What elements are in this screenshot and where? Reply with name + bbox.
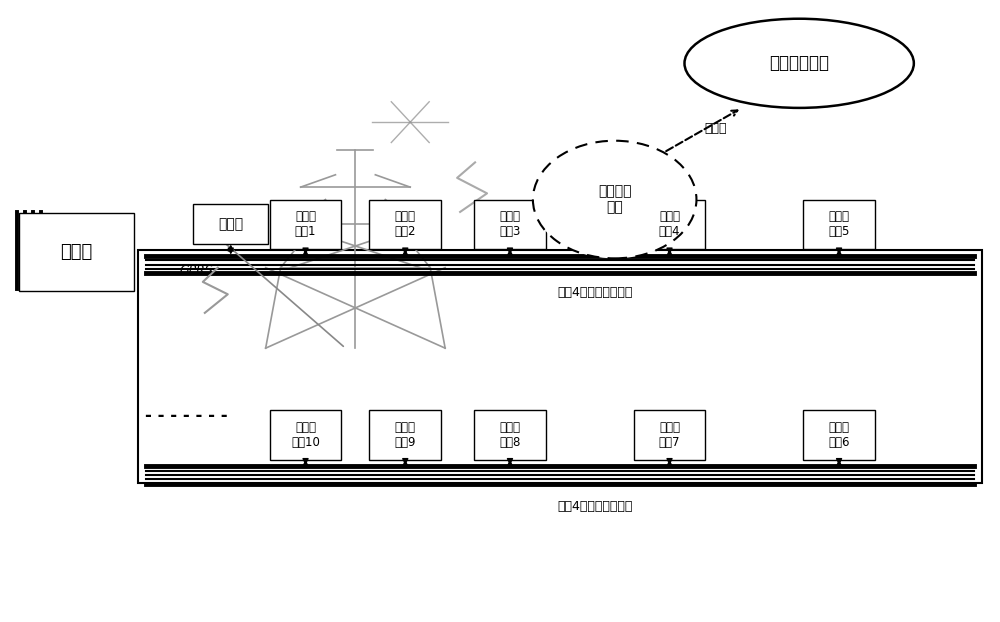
Text: 三相4线低压供电线路: 三相4线低压供电线路 xyxy=(557,500,632,513)
Bar xyxy=(474,410,546,460)
Text: 路灯控
制器5: 路灯控 制器5 xyxy=(828,210,850,238)
Bar xyxy=(270,200,341,249)
Text: 集中器: 集中器 xyxy=(218,217,243,231)
Text: 路灯控
制器1: 路灯控 制器1 xyxy=(295,210,316,238)
Text: 配电箱: 配电箱 xyxy=(60,243,92,261)
Text: 路灯控
制器7: 路灯控 制器7 xyxy=(659,421,680,449)
Bar xyxy=(193,204,268,244)
Ellipse shape xyxy=(684,19,914,108)
Text: 路灯控
制器10: 路灯控 制器10 xyxy=(291,421,320,449)
Text: - - - - - - -: - - - - - - - xyxy=(145,407,227,425)
Text: 远方控制中心: 远方控制中心 xyxy=(769,54,829,72)
Text: 运营商服
务器: 运营商服 务器 xyxy=(598,185,631,215)
Bar xyxy=(634,200,705,249)
Text: 以太网: 以太网 xyxy=(704,122,727,135)
Bar xyxy=(19,213,134,291)
Bar xyxy=(270,410,341,460)
Text: 路灯控
制器3: 路灯控 制器3 xyxy=(499,210,521,238)
Ellipse shape xyxy=(533,141,696,258)
Text: 三相4线低压供电线路: 三相4线低压供电线路 xyxy=(557,286,632,299)
Text: 路灯控
制器9: 路灯控 制器9 xyxy=(395,421,416,449)
Bar xyxy=(474,200,546,249)
Bar xyxy=(803,410,875,460)
Bar xyxy=(369,410,441,460)
Bar xyxy=(138,249,982,483)
Text: 路灯控
制器8: 路灯控 制器8 xyxy=(499,421,521,449)
Bar xyxy=(634,410,705,460)
Text: 路灯控
制器6: 路灯控 制器6 xyxy=(828,421,850,449)
Text: 路灯控
制器2: 路灯控 制器2 xyxy=(395,210,416,238)
Text: 路灯控
制器4: 路灯控 制器4 xyxy=(659,210,680,238)
Bar xyxy=(369,200,441,249)
Text: GPRS: GPRS xyxy=(179,264,213,277)
Bar xyxy=(803,200,875,249)
